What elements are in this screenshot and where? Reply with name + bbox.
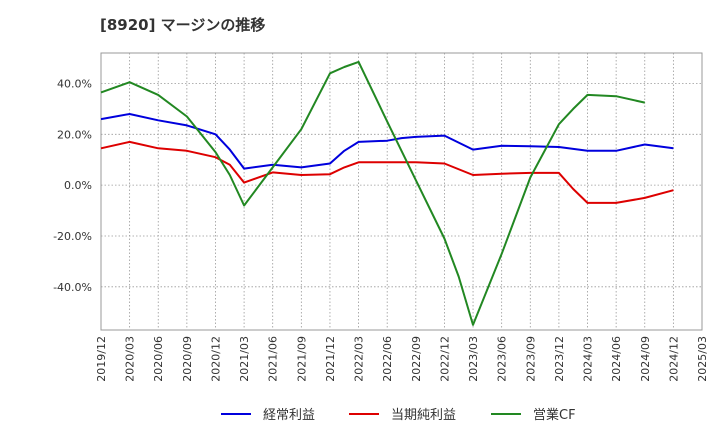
y-tick-label: 0.0% <box>64 179 92 192</box>
y-tick-label: -20.0% <box>53 230 92 243</box>
y-axis: 40.0% 20.0% 0.0% -20.0% -40.0% <box>53 77 92 293</box>
y-tick-label: -40.0% <box>53 281 92 294</box>
x-tick-label: 2023/12 <box>553 336 566 382</box>
y-tick-label: 40.0% <box>57 77 92 90</box>
x-tick-label: 2025/03 <box>696 336 709 382</box>
legend-label: 経常利益 <box>263 408 315 423</box>
legend-label: 当期純利益 <box>391 408 456 423</box>
y-tick-label: 20.0% <box>57 128 92 141</box>
legend: 経常利益 当期純利益 営業CF <box>221 407 576 423</box>
x-tick-label: 2020/06 <box>152 336 165 382</box>
series-line <box>100 140 674 204</box>
x-tick-label: 2024/09 <box>639 336 652 382</box>
x-tick-label: 2023/06 <box>496 336 509 382</box>
legend-label: 営業CF <box>533 407 576 423</box>
x-tick-label: 2020/03 <box>124 336 137 382</box>
chart-title: [8920] マージンの推移 <box>100 16 266 34</box>
x-tick-label: 2020/09 <box>181 336 194 382</box>
plot-frame <box>100 52 703 331</box>
x-tick-label: 2024/12 <box>667 336 680 382</box>
x-tick-label: 2019/12 <box>95 336 108 382</box>
x-tick-label: 2021/03 <box>238 336 251 382</box>
x-tick-label: 2022/06 <box>381 336 394 382</box>
x-tick-label: 2022/09 <box>410 336 423 382</box>
series-line <box>100 60 646 326</box>
x-tick-label: 2023/03 <box>467 336 480 382</box>
x-tick-label: 2021/12 <box>324 336 337 382</box>
grid-layer <box>101 53 702 330</box>
series-layer <box>100 60 674 326</box>
x-tick-label: 2022/03 <box>353 336 366 382</box>
x-tick-label: 2022/12 <box>438 336 451 382</box>
x-tick-label: 2024/03 <box>582 336 595 382</box>
x-tick-label: 2023/09 <box>524 336 537 382</box>
x-tick-label: 2020/12 <box>209 336 222 382</box>
series-line <box>100 113 674 170</box>
x-tick-label: 2024/06 <box>610 336 623 382</box>
x-tick-label: 2021/09 <box>295 336 308 382</box>
x-axis: 2019/12 2020/03 2020/06 2020/09 2020/12 2021/… <box>95 336 709 382</box>
x-tick-label: 2021/06 <box>267 336 280 382</box>
